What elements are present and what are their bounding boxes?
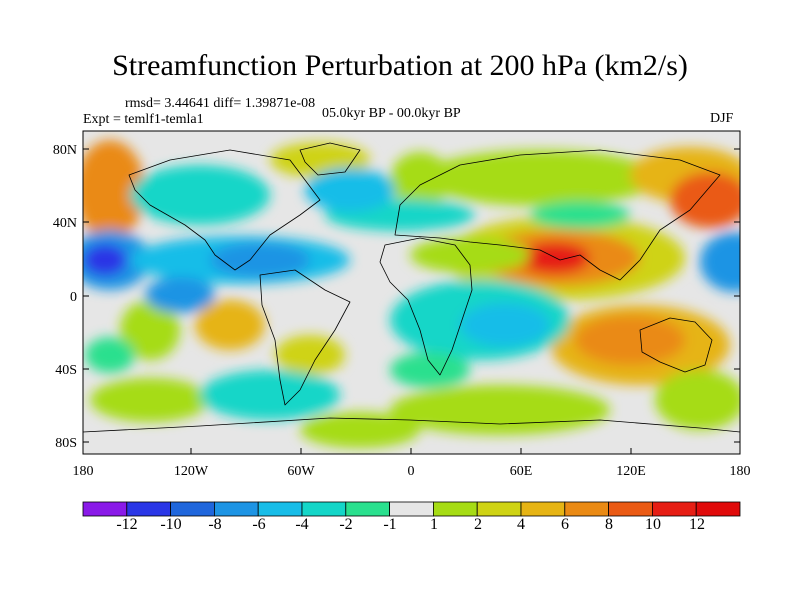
- contour-patch: [530, 201, 630, 229]
- colorbar-label: -6: [252, 516, 266, 533]
- contour-patch: [275, 335, 345, 375]
- y-tick-label: 40S: [55, 363, 77, 378]
- map-title: Streamfunction Perturbation at 200 hPa (…: [112, 49, 688, 82]
- y-tick-label: 80S: [55, 436, 77, 451]
- y-tick-label: 0: [70, 290, 77, 305]
- x-tick-label: 180: [730, 464, 751, 479]
- colorbar-swatch: [389, 501, 434, 517]
- axis-labels: 80N 40N 0 40S 80S 180 120W 60W 0 60E 120…: [53, 143, 751, 479]
- colorbar-label: -1: [383, 516, 397, 533]
- contour-patch: [390, 352, 470, 388]
- colorbar-swatch: [345, 501, 390, 517]
- season-label: DJF: [710, 111, 734, 126]
- x-tick-label: 120W: [174, 464, 209, 479]
- contour-patch: [390, 152, 450, 208]
- africa-outline: [379, 237, 473, 376]
- contour-patch: [145, 277, 215, 313]
- axis-ticks: [83, 148, 740, 454]
- contour-patch: [420, 150, 660, 206]
- coastline-layer: [83, 142, 740, 433]
- contour-patch: [200, 370, 340, 420]
- contour-patch: [83, 244, 127, 276]
- colorbar-swatch: [608, 501, 653, 517]
- contour-patch: [670, 172, 740, 228]
- contour-patch: [120, 300, 180, 360]
- contour-patch: [195, 300, 265, 350]
- colorbar-swatch: [476, 501, 522, 517]
- contour-patch: [83, 140, 145, 240]
- greenland-outline: [299, 142, 361, 176]
- contour-patch: [460, 303, 550, 347]
- colorbar-label: 2: [474, 516, 482, 533]
- contour-patch: [520, 242, 590, 274]
- north-america-outline: [128, 149, 321, 271]
- contour-patch: [390, 385, 610, 435]
- contour-patch: [655, 370, 740, 430]
- y-tick-label: 40N: [53, 216, 77, 231]
- x-tick-label: 120E: [616, 464, 646, 479]
- x-tick-label: 180: [73, 464, 94, 479]
- colorbar-label: -2: [339, 516, 353, 533]
- colorbar-label: -10: [160, 516, 182, 533]
- colorbar-label: -4: [295, 516, 309, 533]
- colorbar-swatch: [695, 501, 741, 517]
- x-tick-label: 60E: [510, 464, 533, 479]
- contour-fill-layer: [83, 140, 740, 448]
- contour-patch: [575, 315, 685, 365]
- colorbar-swatch: [213, 501, 259, 517]
- south-america-outline: [259, 269, 351, 406]
- eurasia-outline: [394, 149, 721, 281]
- x-tick-label: 0: [408, 464, 415, 479]
- contour-patch: [410, 237, 530, 273]
- contour-patch: [300, 412, 420, 448]
- australia-outline: [639, 317, 713, 373]
- contour-patch: [130, 165, 270, 225]
- colorbar-label: -12: [116, 516, 138, 533]
- colorbar-label: 12: [689, 516, 705, 533]
- y-tick-label: 80N: [53, 143, 77, 158]
- x-tick-label: 60W: [287, 464, 315, 479]
- colorbar-label: 6: [561, 516, 569, 533]
- contour-patch: [700, 232, 740, 292]
- period-label: 05.0kyr BP - 00.0kyr BP: [322, 106, 461, 121]
- contour-patch: [90, 378, 210, 422]
- contour-patch: [210, 242, 310, 278]
- contour-patch: [85, 337, 135, 373]
- colorbar-label: 4: [517, 516, 525, 533]
- colorbar-swatch: [652, 501, 697, 517]
- colorbar: [82, 501, 741, 517]
- colorbar-swatch: [520, 501, 566, 517]
- colorbar-swatch: [564, 501, 609, 517]
- colorbar-swatch: [301, 501, 347, 517]
- map-plot-area: [82, 130, 741, 455]
- colorbar-label: -8: [208, 516, 222, 533]
- antarctica-outline: [83, 417, 740, 433]
- stats-label: rmsd= 3.44641 diff= 1.39871e-08: [125, 96, 316, 111]
- colorbar-swatch: [432, 501, 478, 517]
- colorbar-label: 10: [645, 516, 661, 533]
- colorbar-swatch: [126, 501, 172, 517]
- experiment-label: Expt = temlf1-temla1: [83, 112, 204, 127]
- colorbar-label: 8: [605, 516, 613, 533]
- colorbar-swatch: [82, 501, 128, 517]
- colorbar-swatch: [257, 501, 303, 517]
- colorbar-swatch: [170, 501, 215, 517]
- contour-patch: [305, 168, 395, 212]
- colorbar-label: 1: [430, 516, 438, 533]
